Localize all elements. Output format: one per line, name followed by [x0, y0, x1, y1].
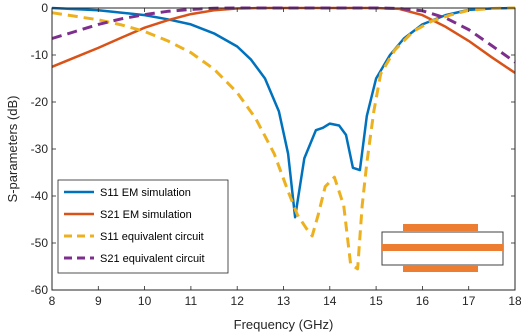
- coupled-line-inset: [381, 224, 504, 272]
- y-tick-label: -40: [31, 189, 49, 203]
- x-tick-label: 11: [185, 294, 198, 308]
- y-tick-label: 0: [41, 1, 48, 15]
- legend-label-2: S21 EM simulation: [100, 209, 192, 221]
- x-axis-title: Frequency (GHz): [234, 317, 334, 332]
- y-tick-label: -50: [31, 236, 49, 250]
- inset-top-strip: [403, 224, 478, 231]
- x-tick-label: 16: [416, 294, 430, 308]
- x-tick-label: 18: [508, 294, 521, 308]
- y-tick-label: -30: [31, 142, 49, 156]
- x-tick-label: 15: [369, 294, 383, 308]
- inset-middle-strip: [382, 244, 503, 251]
- x-tick-label: 17: [462, 294, 476, 308]
- axis-ticks: [51, 7, 516, 291]
- legend-label-4: S21 equivalent circuit: [100, 253, 205, 265]
- x-tick-label: 13: [277, 294, 291, 308]
- legend-box: [57, 179, 229, 274]
- series-line-3: [51, 6, 516, 271]
- x-tick-label: 9: [95, 294, 102, 308]
- legend-label-1: S11 EM simulation: [100, 187, 191, 199]
- x-tick-label: 10: [138, 294, 152, 308]
- tick-labels: 8 9 10 11 12 13 14 15 16 17 18 0 -10 -20 -30 -40 -50 -60: [31, 1, 521, 308]
- y-tick-label: -10: [31, 48, 49, 62]
- x-tick-label: 8: [49, 294, 56, 308]
- legend: S11 EM simulation S21 EM simulation S11 eq…: [57, 179, 229, 274]
- y-tick-label: -20: [31, 95, 49, 109]
- y-tick-label: -60: [31, 283, 49, 297]
- x-tick-label: 14: [323, 294, 337, 308]
- inset-bottom-strip: [403, 265, 478, 272]
- legend-label-3: S11 equivalent circuit: [100, 231, 204, 243]
- x-tick-label: 12: [231, 294, 245, 308]
- y-axis-title: S-parameters (dB): [5, 96, 20, 203]
